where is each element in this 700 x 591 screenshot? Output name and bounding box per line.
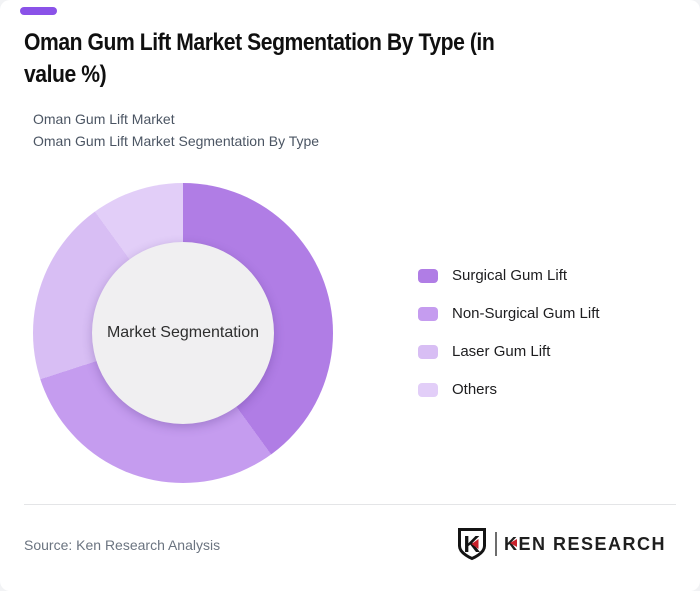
donut-chart-area: Market Segmentation	[33, 183, 333, 483]
legend-label: Non-Surgical Gum Lift	[452, 305, 600, 322]
chart-subtitle: Oman Gum Lift Market Oman Gum Lift Marke…	[33, 108, 319, 152]
legend-item-laser-gum-lift[interactable]: Laser Gum Lift	[418, 342, 600, 362]
page-title-line-2: value %)	[24, 61, 107, 88]
legend-swatch-icon	[418, 383, 438, 397]
legend-swatch-icon	[418, 269, 438, 283]
logo-k-letter: K	[503, 533, 519, 554]
legend-swatch-icon	[418, 307, 438, 321]
legend-swatch-icon	[418, 345, 438, 359]
chart-subtitle-line-2: Oman Gum Lift Market Segmentation By Typ…	[33, 133, 320, 149]
shield-k-icon: K	[457, 528, 486, 561]
source-text: Source: Ken Research Analysis	[24, 537, 221, 553]
ken-research-logo: K KEN RESEARCH	[455, 526, 666, 562]
donut-center: Market Segmentation	[92, 242, 274, 424]
page-title: Oman Gum Lift Market Segmentation By Typ…	[24, 27, 558, 91]
legend-item-non-surgical-gum-lift[interactable]: Non-Surgical Gum Lift	[418, 304, 600, 324]
legend-label: Laser Gum Lift	[452, 343, 551, 360]
footer-divider	[24, 504, 676, 505]
donut-center-label: Market Segmentation	[106, 324, 260, 341]
legend-label: Others	[452, 381, 498, 398]
legend-item-surgical-gum-lift[interactable]: Surgical Gum Lift	[418, 266, 600, 286]
chart-legend: Surgical Gum Lift Non-Surgical Gum Lift …	[418, 266, 600, 400]
legend-label: Surgical Gum Lift	[452, 267, 568, 284]
accent-bar	[20, 7, 57, 15]
legend-item-others[interactable]: Others	[418, 380, 600, 400]
logo-separator	[494, 532, 497, 556]
logo-wordmark: KEN RESEARCH	[504, 534, 666, 555]
page-title-line-1: Oman Gum Lift Market Segmentation By Typ…	[24, 29, 495, 56]
chart-subtitle-line-1: Oman Gum Lift Market	[33, 111, 175, 127]
logo-rest: EN RESEARCH	[518, 533, 666, 554]
